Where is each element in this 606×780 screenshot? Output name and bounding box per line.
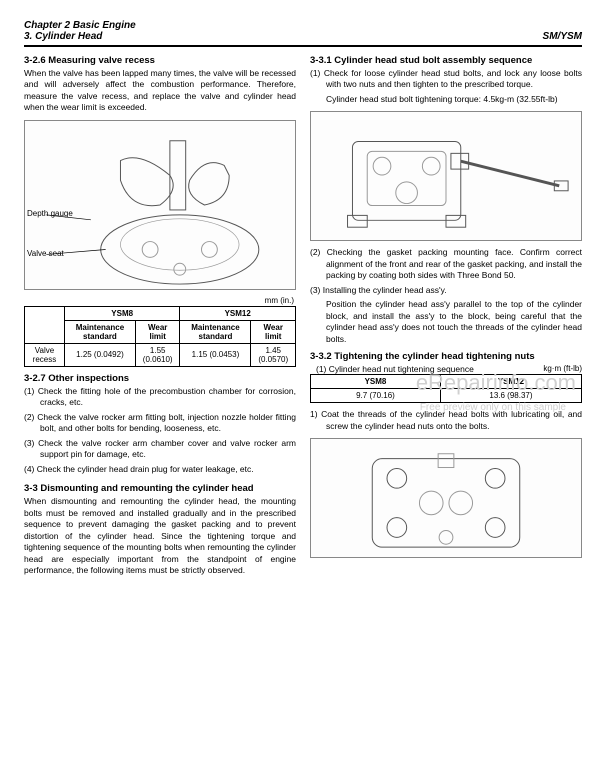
figure-valve-recess: Depth gauge Valve seat: [24, 120, 296, 290]
figure-valve-recess-svg: [25, 121, 295, 289]
caption-332: (1) Cylinder head nut tightening sequenc…: [310, 364, 474, 374]
content-columns: 3-2.6 Measuring valve recess When the va…: [24, 55, 582, 582]
figure-label-valve-seat: Valve seat: [27, 249, 64, 258]
header-right: SM/YSM: [543, 31, 582, 42]
tbl-rowlabel: Valve recess: [25, 343, 65, 366]
para-326: When the valve has been lapped many time…: [24, 68, 296, 114]
unit-kgm: kg·m (ft-lb): [543, 364, 582, 373]
tbl-val-0: 1.25 (0.0492): [64, 343, 135, 366]
figure-tightening-sequence-svg: [311, 439, 581, 557]
section-title: 3. Cylinder Head: [24, 31, 136, 42]
item-327-4: (4) Check the cylinder head drain plug f…: [24, 464, 296, 475]
item-331-3: (3) Installing the cylinder head ass'y.: [310, 285, 582, 296]
item-327-1: (1) Check the fitting hole of the precom…: [24, 386, 296, 409]
tbl-val-1: 1.55 (0.0610): [135, 343, 179, 366]
torque-spec: Cylinder head stud bolt tightening torqu…: [310, 94, 582, 105]
figure-label-depth-gauge: Depth gauge: [27, 209, 73, 218]
unit-mm-in: mm (in.): [24, 296, 296, 305]
heading-33: 3-3 Dismounting and remounting the cylin…: [24, 483, 296, 494]
tbl-col-0: Maintenance standard: [64, 320, 135, 343]
valve-recess-table: YSM8 YSM12 Maintenance standard Wear lim…: [24, 306, 296, 367]
torque-val-1: 13.6 (98.37): [440, 389, 581, 403]
tbl-col-1: Wear limit: [135, 320, 179, 343]
item-327-2: (2) Check the valve rocker arm fitting b…: [24, 412, 296, 435]
item-331-2: (2) Checking the gasket packing mounting…: [310, 247, 582, 281]
torque-table: YSM8 YSM12 9.7 (70.16) 13.6 (98.37): [310, 374, 582, 403]
figure-tightening-sequence: [310, 438, 582, 558]
item-332-1: 1) Coat the threads of the cylinder head…: [310, 409, 582, 432]
tbl-model-ysm12: YSM12: [180, 306, 296, 320]
tbl-val-2: 1.15 (0.0453): [180, 343, 251, 366]
right-column: 3-3.1 Cylinder head stud bolt assembly s…: [310, 55, 582, 582]
chapter-title: Chapter 2 Basic Engine: [24, 20, 136, 31]
item-331-1: (1) Check for loose cylinder head stud b…: [310, 68, 582, 91]
para-33: When dismounting and remounting the cyli…: [24, 496, 296, 576]
torque-model-0: YSM8: [311, 375, 441, 389]
tbl-col-2: Maintenance standard: [180, 320, 251, 343]
figure-stud-bolt: [310, 111, 582, 241]
figure-stud-bolt-svg: [311, 112, 581, 240]
item-327-3: (3) Check the valve rocker arm chamber c…: [24, 438, 296, 461]
item-331-3b: Position the cylinder head ass'y paralle…: [310, 299, 582, 345]
tbl-val-3: 1.45 (0.0570): [251, 343, 296, 366]
tbl-model-ysm8: YSM8: [64, 306, 180, 320]
page-header: Chapter 2 Basic Engine 3. Cylinder Head …: [24, 20, 582, 47]
heading-327: 3-2.7 Other inspections: [24, 373, 296, 384]
heading-332: 3-3.2 Tightening the cylinder head tight…: [310, 351, 582, 362]
tbl-col-3: Wear limit: [251, 320, 296, 343]
left-column: 3-2.6 Measuring valve recess When the va…: [24, 55, 296, 582]
torque-model-1: YSM12: [440, 375, 581, 389]
tbl-empty-corner: [25, 306, 65, 343]
torque-val-0: 9.7 (70.16): [311, 389, 441, 403]
heading-326: 3-2.6 Measuring valve recess: [24, 55, 296, 66]
header-left: Chapter 2 Basic Engine 3. Cylinder Head: [24, 20, 136, 42]
heading-331: 3-3.1 Cylinder head stud bolt assembly s…: [310, 55, 582, 66]
